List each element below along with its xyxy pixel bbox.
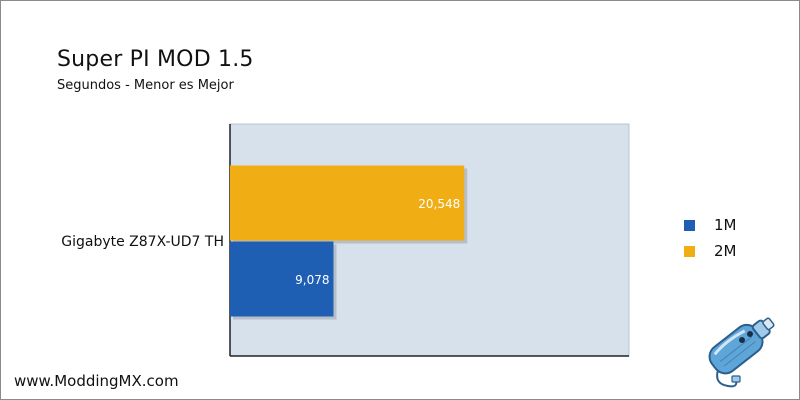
chart-subtitle: Segundos - Menor es Mejor [57, 78, 234, 93]
legend-label-2m: 2M [714, 242, 737, 260]
bar-value-2m: 20,548 [418, 197, 460, 211]
legend-swatch-1m [684, 220, 695, 231]
chart-title: Super PI MOD 1.5 [57, 47, 254, 72]
legend-swatch-2m [684, 246, 695, 257]
modding-bottle-mascot-icon [708, 317, 775, 388]
legend-label-1m: 1M [714, 216, 737, 234]
bar-2m [230, 165, 465, 241]
category-label: Gigabyte Z87X-UD7 TH [61, 234, 224, 250]
bar-1m [230, 241, 334, 317]
site-url: www.ModdingMX.com [14, 372, 179, 390]
bar-value-1m: 9,078 [295, 273, 329, 287]
